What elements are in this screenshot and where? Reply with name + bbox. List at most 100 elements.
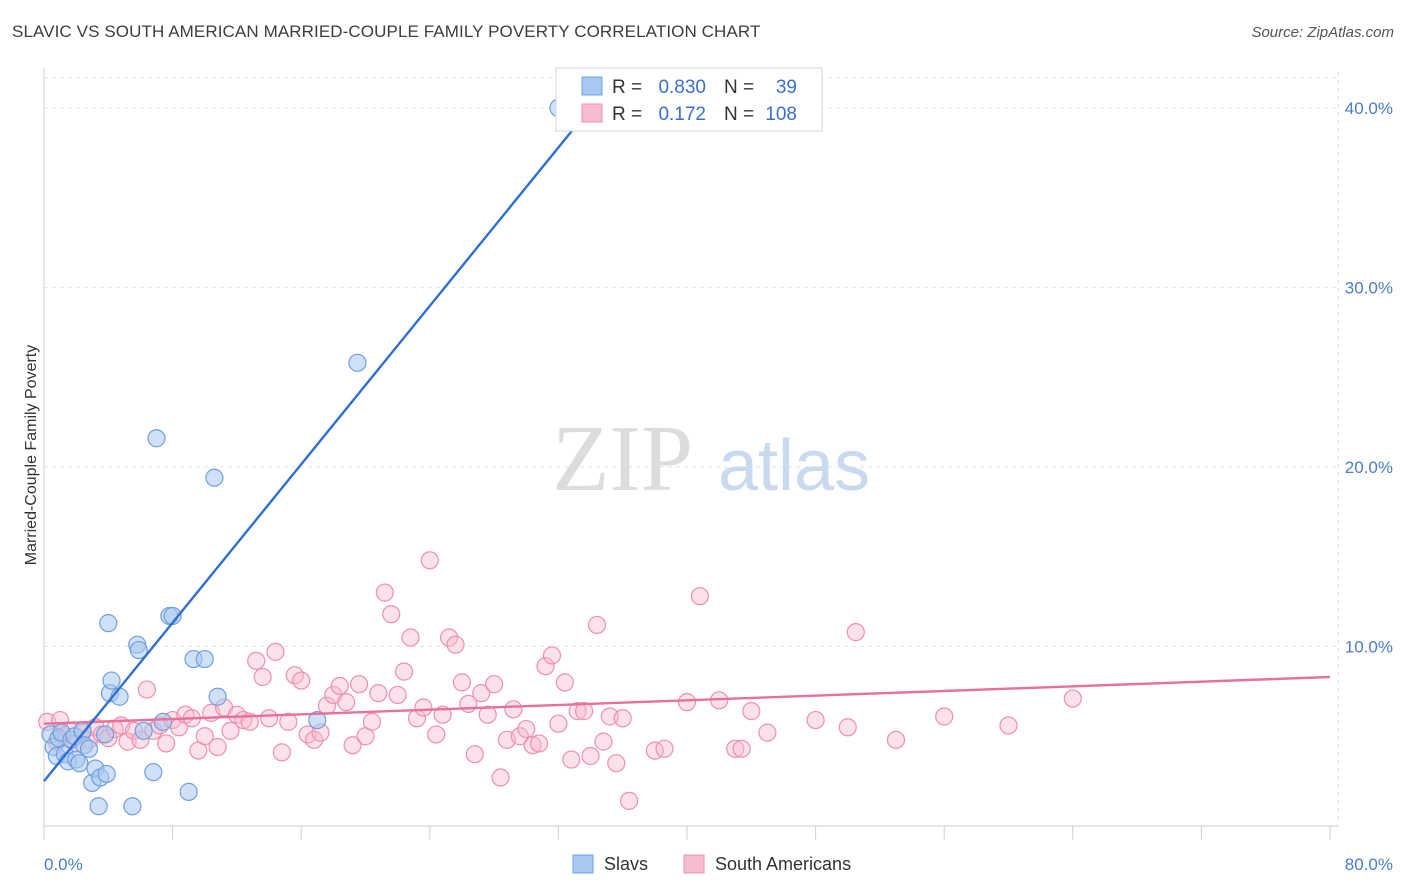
legend-r-label-south-americans: R = [612, 104, 642, 125]
x-tick-label-max: 80.0% [1345, 855, 1393, 874]
south-americans-point [478, 705, 497, 724]
south-americans-point [732, 739, 751, 758]
south-americans-point [562, 750, 581, 769]
south-americans-point [401, 628, 420, 647]
south-americans-point [472, 684, 491, 703]
legend-r-value-slavs: 0.830 [658, 77, 706, 98]
slavs-point [89, 797, 108, 816]
slavs-point [144, 763, 163, 782]
legend-r-label-slavs: R = [612, 77, 642, 98]
watermark-atlas: atlas [718, 426, 870, 506]
south-americans-point [504, 700, 523, 719]
south-americans-point [465, 745, 484, 764]
south-americans-point [549, 714, 568, 733]
legend-swatch-south-americans [581, 103, 603, 123]
series-legend: Slavs South Americans [572, 854, 851, 874]
south-americans-point [581, 746, 600, 766]
y-tick-label: 10.0% [1345, 637, 1393, 656]
south-americans-point [259, 709, 279, 728]
slavs-point [179, 782, 198, 801]
south-americans-point [846, 623, 865, 642]
chart-source: Source: ZipAtlas.com [1251, 24, 1394, 41]
south-americans-point [253, 667, 272, 687]
south-americans-point [510, 727, 529, 746]
x-tick-label-min: 0.0% [44, 855, 83, 874]
slavs-point [70, 754, 89, 773]
south-americans-point [523, 736, 542, 755]
south-americans-point [362, 712, 382, 731]
south-americans-point [607, 754, 626, 773]
legend-n-label-south-americans: N = [724, 104, 754, 125]
south-americans-point [620, 791, 639, 810]
slavs-point [205, 468, 224, 487]
south-americans-point [349, 675, 369, 694]
south-americans-point [343, 736, 362, 755]
south-americans-point [536, 657, 555, 676]
slavs-point [348, 353, 367, 372]
south-americans-point [414, 698, 433, 717]
south-americans-point [575, 702, 594, 721]
south-americans-point [568, 702, 587, 721]
south-americans-point [304, 730, 324, 749]
south-americans-point [838, 718, 857, 737]
south-americans-point [587, 615, 607, 635]
slavs-point [153, 712, 173, 731]
south-americans-point [690, 587, 709, 606]
slavs-point [102, 671, 121, 690]
south-americans-point [420, 551, 439, 570]
slavs-point [99, 614, 118, 633]
south-americans-point [491, 768, 510, 787]
south-americans-point [195, 727, 214, 746]
south-americans-point [446, 635, 465, 654]
south-americans-point [221, 721, 240, 740]
correlation-legend: R = 0.830 N = 39 R = 0.172 N = 108 [555, 67, 823, 132]
south-americans-point [266, 642, 285, 661]
south-americans-point [137, 680, 156, 699]
legend-swatch-slavs [581, 76, 603, 96]
south-americans-point [1063, 689, 1082, 708]
axes-layer: 10.0% 20.0% 30.0% 40.0% 0.0% 80.0% [43, 68, 1393, 874]
south-americans-point [806, 710, 825, 730]
slavs-point [129, 640, 148, 660]
south-americans-point [742, 702, 761, 721]
slavs-trend-line [43, 107, 592, 782]
south-americans-point [655, 739, 674, 758]
series-legend-label-slavs: Slavs [604, 854, 648, 874]
south-americans-point [388, 685, 407, 705]
south-americans-point [439, 628, 459, 647]
trend-lines [43, 107, 1331, 782]
slavs-point [308, 710, 327, 730]
south-americans-point [279, 712, 298, 731]
slavs-point [97, 764, 116, 784]
y-tick-label: 20.0% [1345, 458, 1393, 477]
south-americans-point [886, 730, 906, 749]
y-axis-label: Married-Couple Family Poverty [23, 345, 40, 566]
south-americans-point [369, 684, 388, 703]
slavs-point [134, 721, 153, 740]
series-legend-label-south-americans: South Americans [715, 854, 851, 874]
south-americans-point [272, 743, 292, 762]
legend-n-label-slavs: N = [724, 77, 754, 98]
slavs-point [95, 725, 115, 744]
series-legend-swatch-south-americans [683, 854, 705, 874]
south-americans-point [613, 709, 632, 728]
slavs-point [208, 687, 227, 706]
south-americans-point [452, 673, 472, 692]
south-americans-point [208, 737, 227, 757]
south-americans-point [240, 712, 259, 731]
slavs-points [41, 98, 568, 816]
south-americans-point [677, 693, 697, 712]
south-americans-point [594, 732, 613, 751]
south-americans-point [157, 734, 176, 753]
south-americans-point [726, 739, 745, 758]
south-americans-points [38, 551, 1082, 810]
south-americans-point [375, 583, 394, 602]
slavs-point [147, 429, 166, 448]
watermark: ZIP atlas [552, 407, 870, 511]
south-americans-point [555, 673, 574, 692]
south-americans-point [394, 662, 414, 681]
watermark-zip: ZIP [552, 407, 693, 511]
south-americans-point [485, 675, 504, 694]
south-americans-point [542, 646, 562, 665]
